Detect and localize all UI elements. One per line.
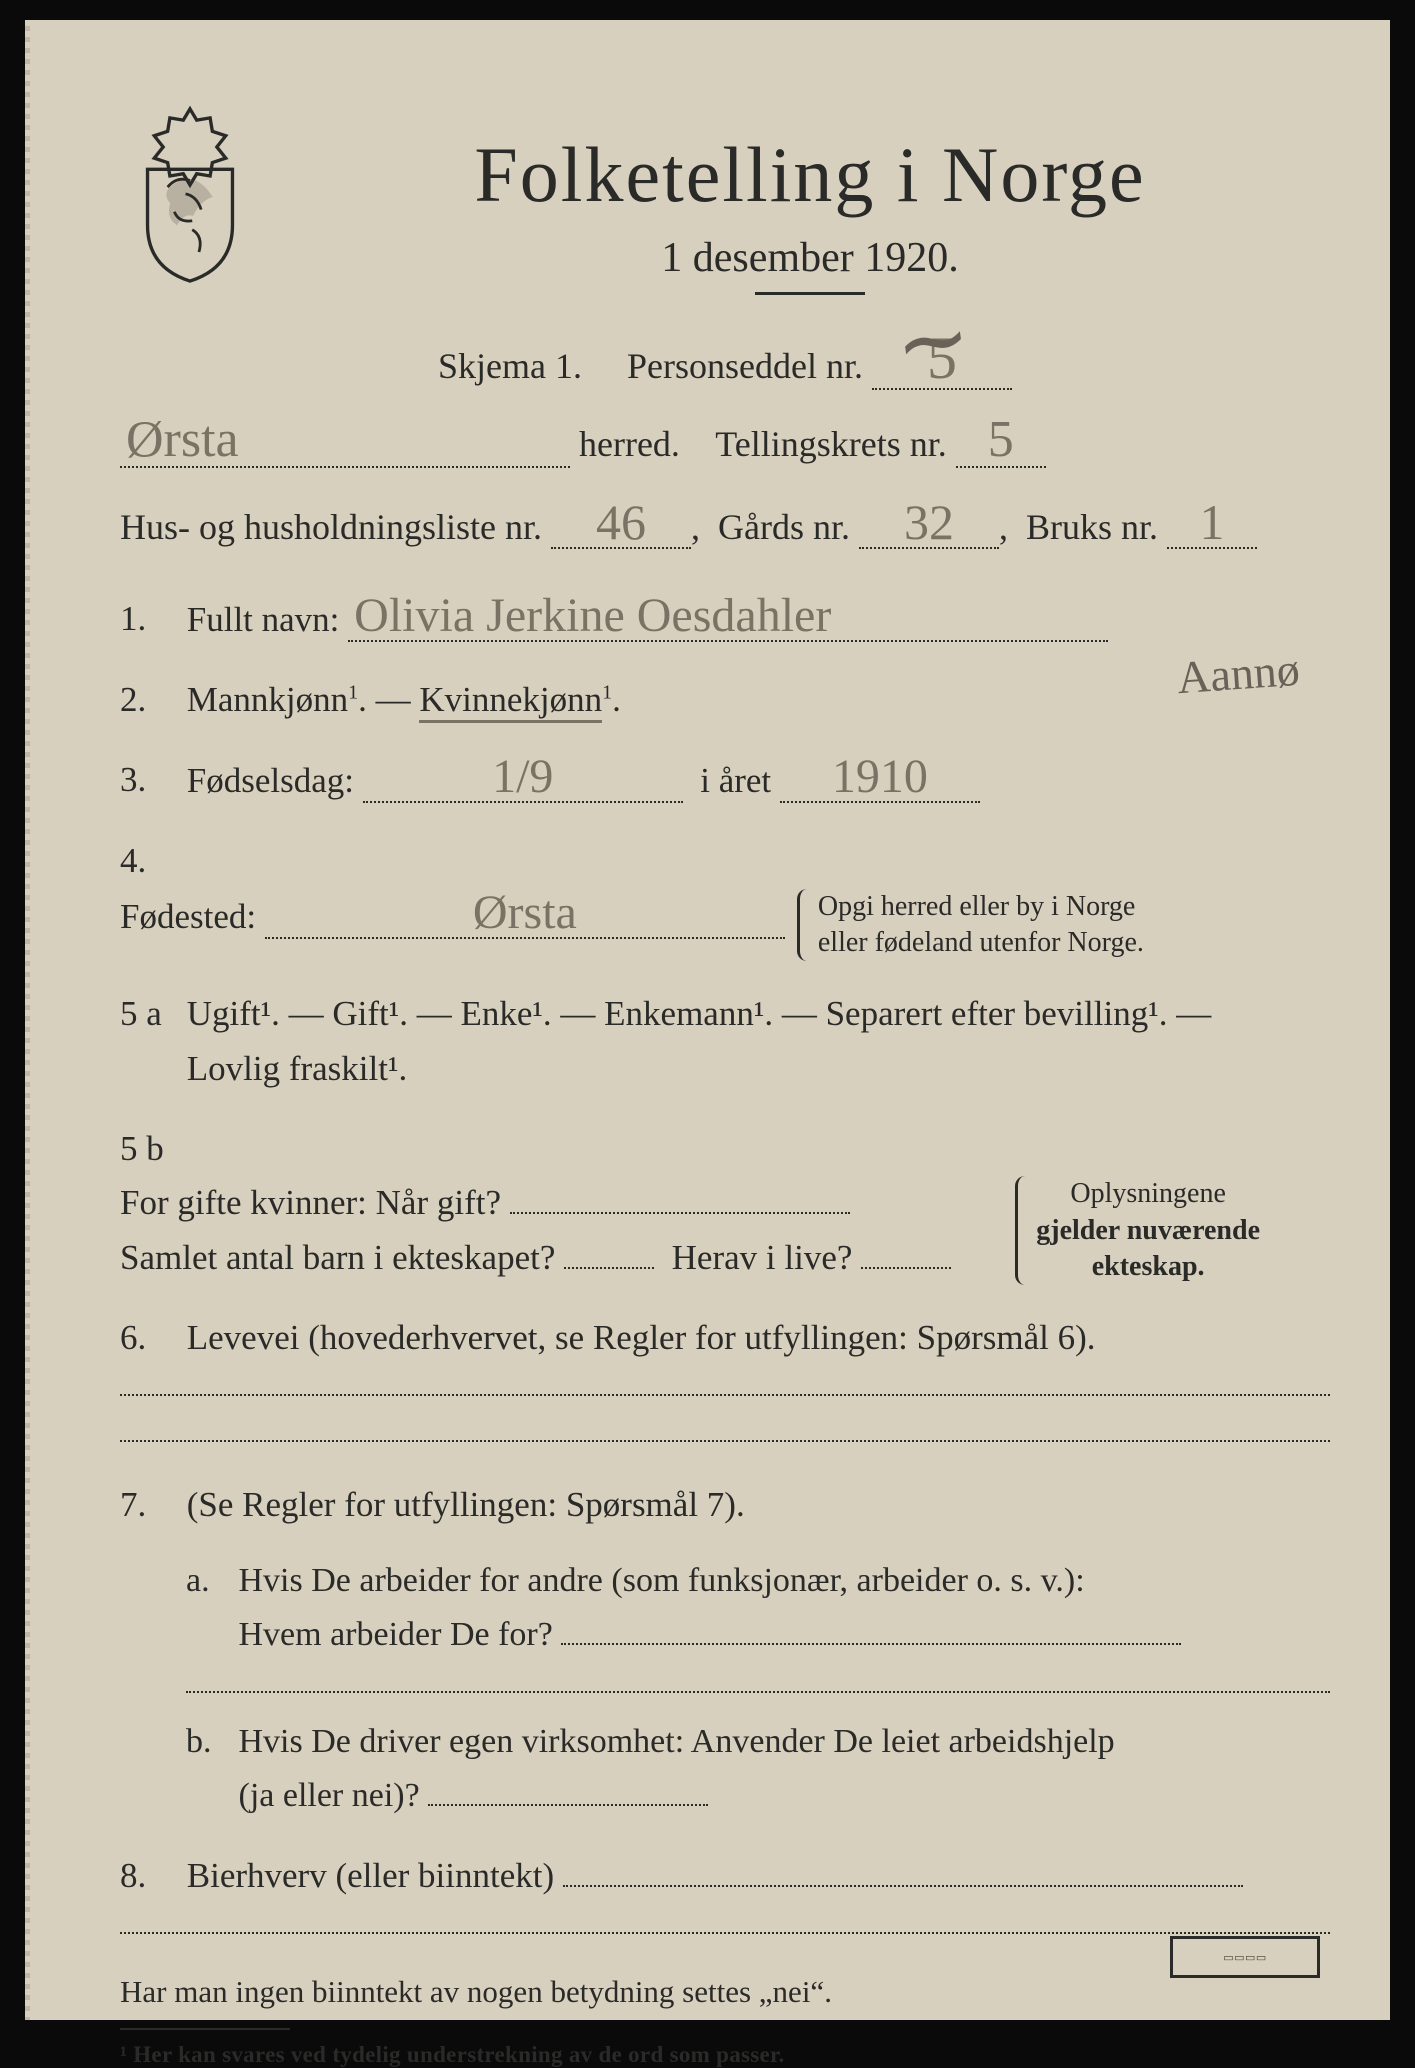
q4: 4. Fødested: Ørsta Opgi herred eller by … [120, 834, 1330, 961]
q7a-letter: a. [186, 1554, 230, 1608]
q7a: a. Hvis De arbeider for andre (som funks… [120, 1554, 1330, 1663]
q7a-l1: Hvis De arbeider for andre (som funksjon… [239, 1562, 1085, 1599]
gards-label: Gårds nr. [718, 507, 850, 547]
footnote: ¹ Her kan svares ved tydelig understrekn… [120, 2042, 1330, 2068]
q7b: b. Hvis De driver egen virksomhet: Anven… [120, 1715, 1330, 1824]
q7b-letter: b. [186, 1715, 230, 1769]
q7a-l2: Hvem arbeider De for? [239, 1616, 553, 1653]
husliste-row: Hus- og husholdningsliste nr. 46, Gårds … [120, 497, 1330, 556]
q8-label: Bierhverv (eller biinntekt) [187, 1856, 554, 1895]
q7: 7. (Se Regler for utfyllingen: Spørsmål … [120, 1478, 1330, 1532]
birthplace[interactable]: Ørsta [265, 889, 785, 939]
q7-intro: (Se Regler for utfyllingen: Spørsmål 7). [187, 1485, 745, 1524]
divider [120, 1394, 1330, 1396]
q5b-l1: For gifte kvinner: Når gift? [120, 1183, 501, 1222]
herred-row: Ørsta herred. Tellingskrets nr. 5 [120, 414, 1330, 473]
divider [186, 1691, 1330, 1693]
q-num: 5 b [120, 1122, 178, 1176]
q-num: 6. [120, 1311, 178, 1365]
bruks-label: Bruks nr. [1026, 507, 1158, 547]
q5a-options2[interactable]: Lovlig fraskilt¹. [187, 1049, 407, 1088]
q4-note: Opgi herred eller by i Norge eller fødel… [797, 889, 1144, 962]
q5a-options[interactable]: Ugift¹. — Gift¹. — Enke¹. — Enkemann¹. —… [187, 994, 1211, 1033]
krets-nr[interactable]: 5 [956, 414, 1046, 468]
q-num: 7. [120, 1478, 178, 1532]
question-list: 1. Fullt navn: Olivia Jerkine Oesdahler … [120, 592, 1330, 2068]
q-num: 1. [120, 592, 178, 646]
q7b-l2: (ja eller nei)? [239, 1777, 420, 1814]
handwritten-mark: ∼ [888, 283, 977, 397]
q5b: 5 b For gifte kvinner: Når gift? Samlet … [120, 1122, 1330, 1285]
header: Folketelling i Norge 1 desember 1920. [120, 100, 1330, 300]
married-when[interactable] [510, 1212, 850, 1214]
q2-female[interactable]: Kvinnekjønn [419, 680, 602, 723]
schema-label: Skjema 1. [438, 346, 582, 386]
page-title: Folketelling i Norge [290, 130, 1330, 220]
q5a: 5 a Ugift¹. — Gift¹. — Enke¹. — Enkemann… [120, 987, 1330, 1096]
birth-year[interactable]: 1910 [780, 753, 980, 803]
q5b-l2b: Herav i live? [672, 1238, 853, 1277]
hired-help-field[interactable] [428, 1804, 708, 1806]
q8: 8. Bierhverv (eller biinntekt) [120, 1849, 1330, 1903]
footer-note: Har man ingen biinntekt av nogen betydni… [120, 1974, 1330, 2010]
q3-mid: i året [700, 761, 771, 800]
personseddel-label: Personseddel nr. [627, 346, 863, 386]
q7b-l1: Hvis De driver egen virksomhet: Anvender… [239, 1723, 1115, 1760]
printer-stamp: ▭▭▭▭ [1170, 1936, 1320, 1978]
q2: 2. Mannkjønn1. — Kvinnekjønn1. [120, 673, 1330, 727]
census-form-page: Folketelling i Norge 1 desember 1920. ∼ … [30, 20, 1390, 2020]
q5b-note: Oplysningene gjelder nuværende ekteskap. [1015, 1176, 1260, 1285]
divider [120, 1440, 1330, 1442]
q4-label: Fødested: [120, 897, 256, 936]
schema-row: Skjema 1. Personseddel nr. 5 [120, 328, 1330, 390]
q1-label: Fullt navn: [187, 600, 340, 639]
husliste-nr[interactable]: 46 [551, 497, 691, 549]
secondary-occupation[interactable] [563, 1885, 1243, 1887]
title-underline [755, 292, 865, 295]
q2-male[interactable]: Mannkjønn [187, 680, 348, 719]
bruks-nr[interactable]: 1 [1167, 497, 1257, 549]
q-num: 2. [120, 673, 178, 727]
children-alive[interactable] [861, 1267, 951, 1269]
children-total[interactable] [564, 1267, 654, 1269]
coat-of-arms [120, 100, 260, 290]
q6: 6. Levevei (hovederhvervet, se Regler fo… [120, 1311, 1330, 1365]
gards-nr[interactable]: 32 [859, 497, 999, 549]
q-num: 8. [120, 1849, 178, 1903]
husliste-label: Hus- og husholdningsliste nr. [120, 507, 542, 547]
herred-name[interactable]: Ørsta [120, 414, 570, 468]
q-num: 3. [120, 753, 178, 807]
full-name[interactable]: Olivia Jerkine Oesdahler [348, 592, 1108, 642]
herred-label: herred. [579, 424, 680, 464]
krets-label: Tellingskrets nr. [715, 424, 946, 464]
q3: 3. Fødselsdag: 1/9 i året 1910 [120, 753, 1330, 808]
q-num: 4. [120, 834, 178, 888]
q1: 1. Fullt navn: Olivia Jerkine Oesdahler … [120, 592, 1330, 647]
footnote-rule [120, 2028, 290, 2030]
q6-text: Levevei (hovederhvervet, se Regler for u… [187, 1318, 1096, 1357]
q-num: 5 a [120, 987, 178, 1041]
q3-label: Fødselsdag: [187, 761, 354, 800]
birth-day[interactable]: 1/9 [363, 753, 683, 803]
employer-field[interactable] [561, 1643, 1181, 1645]
census-date: 1 desember 1920. [290, 234, 1330, 282]
q5b-l2a: Samlet antal barn i ekteskapet? [120, 1238, 555, 1277]
divider [120, 1932, 1330, 1934]
